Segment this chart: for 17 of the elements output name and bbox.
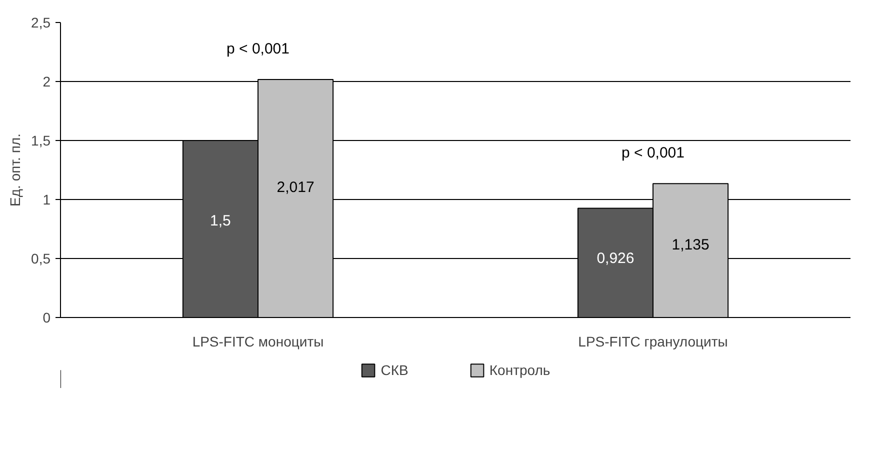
data-label: 1,135 (672, 236, 710, 254)
data-label: 2,017 (276, 179, 314, 196)
legend-label: СКВ (380, 362, 408, 378)
data-label: 0,926 (596, 250, 634, 267)
y-tick-label: 2,5 (31, 14, 51, 30)
y-tick-label: 1,5 (31, 132, 51, 148)
y-axis-title: Ед. опт. пл. (7, 134, 24, 206)
x-tick-label: LPS-FITC моноциты (192, 334, 324, 350)
y-tick-label: 0 (42, 310, 51, 326)
x-tick-label: LPS-FITC гранулоциты (578, 334, 728, 350)
annotation: p < 0,001 (622, 144, 684, 162)
y-tick-label: 0,5 (31, 250, 51, 266)
y-tick-label: 2 (42, 74, 51, 90)
legend-label: Контроль (489, 362, 550, 378)
annotation: p < 0,001 (226, 40, 290, 58)
y-tick-label: 1 (42, 192, 51, 208)
data-label: 1,5 (210, 212, 231, 230)
